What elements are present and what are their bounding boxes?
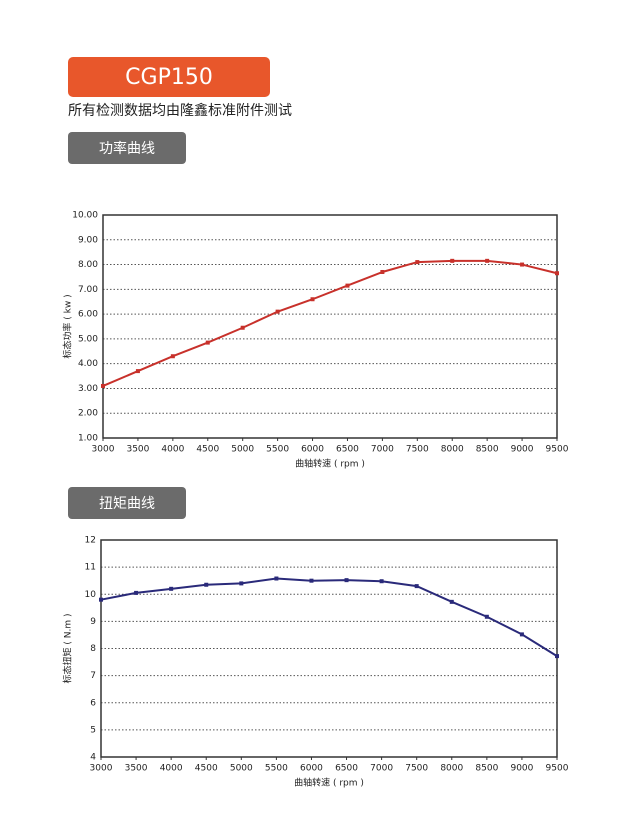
y-tick-label: 6 (90, 698, 96, 708)
y-tick-label: 1.00 (78, 434, 98, 444)
marker (134, 590, 139, 595)
x-tick-label: 7000 (371, 445, 394, 455)
marker (555, 271, 559, 276)
y-tick-label: 8.00 (78, 260, 98, 270)
subtitle: 所有检测数据均由隆鑫标准附件测试 (68, 102, 292, 119)
model-badge (68, 57, 270, 97)
x-tick-label: 3500 (126, 445, 149, 455)
x-tick-label: 3500 (125, 764, 148, 774)
marker (379, 579, 384, 584)
y-tick-label: 7 (90, 671, 96, 681)
y-axis-label: 标态扭矩 ( N.m ) (62, 614, 74, 684)
y-tick-label: 4 (90, 753, 96, 763)
marker (344, 578, 349, 583)
marker (169, 586, 174, 591)
y-tick-label: 5.00 (78, 334, 98, 344)
x-tick-label: 8000 (440, 764, 463, 774)
x-tick-label: 8000 (441, 445, 464, 455)
x-axis-label: 曲轴转速 ( rpm ) (294, 777, 364, 789)
marker (485, 258, 490, 263)
marker (309, 578, 314, 583)
x-tick-label: 4500 (195, 764, 218, 774)
x-tick-label: 9000 (511, 445, 534, 455)
line (100, 577, 558, 657)
x-tick-label: 6500 (336, 445, 359, 455)
marker (415, 260, 420, 265)
x-tick-label: 5500 (266, 445, 289, 455)
x-tick-label: 9500 (546, 445, 569, 455)
marker (170, 354, 175, 359)
x-tick-label: 3000 (92, 445, 115, 455)
x-tick-label: 7500 (405, 764, 428, 774)
y-tick-label: 10.00 (72, 211, 98, 221)
x-tick-label: 5000 (230, 764, 253, 774)
marker (239, 581, 244, 586)
x-tick-label: 4000 (160, 764, 183, 774)
x-axis-label: 曲轴转速 ( rpm ) (295, 458, 365, 470)
model: CGP150 (125, 65, 213, 90)
x-tick-label: 8500 (476, 445, 499, 455)
marker (450, 258, 455, 263)
x-tick-label: 8500 (475, 764, 498, 774)
section-tab (68, 487, 186, 519)
y-tick-label: 10 (85, 590, 97, 600)
y-axis-label: 标态功率 ( kw ) (62, 294, 74, 358)
y-tick-label: 8 (90, 644, 96, 654)
section-title: 扭矩曲线 (99, 496, 155, 512)
marker (449, 599, 454, 604)
y-tick-label: 4.00 (78, 359, 98, 369)
marker (204, 582, 209, 587)
plot-frame (102, 214, 558, 439)
y-tick-label: 6.00 (78, 310, 98, 320)
x-tick-label: 9000 (510, 764, 533, 774)
x-tick-label: 5000 (231, 445, 254, 455)
section-title: 功率曲线 (99, 140, 155, 157)
marker (555, 654, 559, 659)
marker (99, 597, 103, 602)
y-tick-label: 9.00 (78, 235, 98, 245)
x-tick-label: 3000 (90, 764, 113, 774)
x-tick-label: 6500 (335, 764, 358, 774)
x-tick-label: 4000 (161, 445, 184, 455)
x-tick-label: 6000 (301, 445, 324, 455)
marker (275, 309, 280, 314)
marker (205, 340, 210, 345)
plot-frame (100, 539, 558, 758)
x-tick-label: 5500 (265, 764, 288, 774)
marker (519, 632, 524, 637)
x-tick-label: 9500 (546, 764, 569, 774)
y-tick-label: 5 (90, 725, 96, 735)
marker (380, 269, 385, 274)
y-tick-label: 12 (85, 536, 96, 546)
marker (310, 297, 315, 302)
marker (414, 584, 419, 589)
marker (274, 576, 279, 581)
y-tick-label: 11 (85, 563, 96, 573)
marker (135, 369, 140, 374)
x-tick-label: 7500 (406, 445, 429, 455)
x-tick-label: 7000 (370, 764, 393, 774)
line (102, 259, 558, 387)
section-tab (68, 132, 186, 164)
marker (484, 614, 489, 619)
y-tick-label: 3.00 (78, 384, 98, 394)
marker (101, 383, 105, 388)
x-tick-label: 6000 (300, 764, 323, 774)
y-tick-label: 7.00 (78, 285, 98, 295)
marker (520, 262, 525, 267)
marker (345, 283, 350, 288)
y-tick-label: 2.00 (78, 409, 98, 419)
marker (240, 325, 245, 330)
x-tick-label: 4500 (196, 445, 219, 455)
y-tick-label: 9 (90, 617, 96, 627)
